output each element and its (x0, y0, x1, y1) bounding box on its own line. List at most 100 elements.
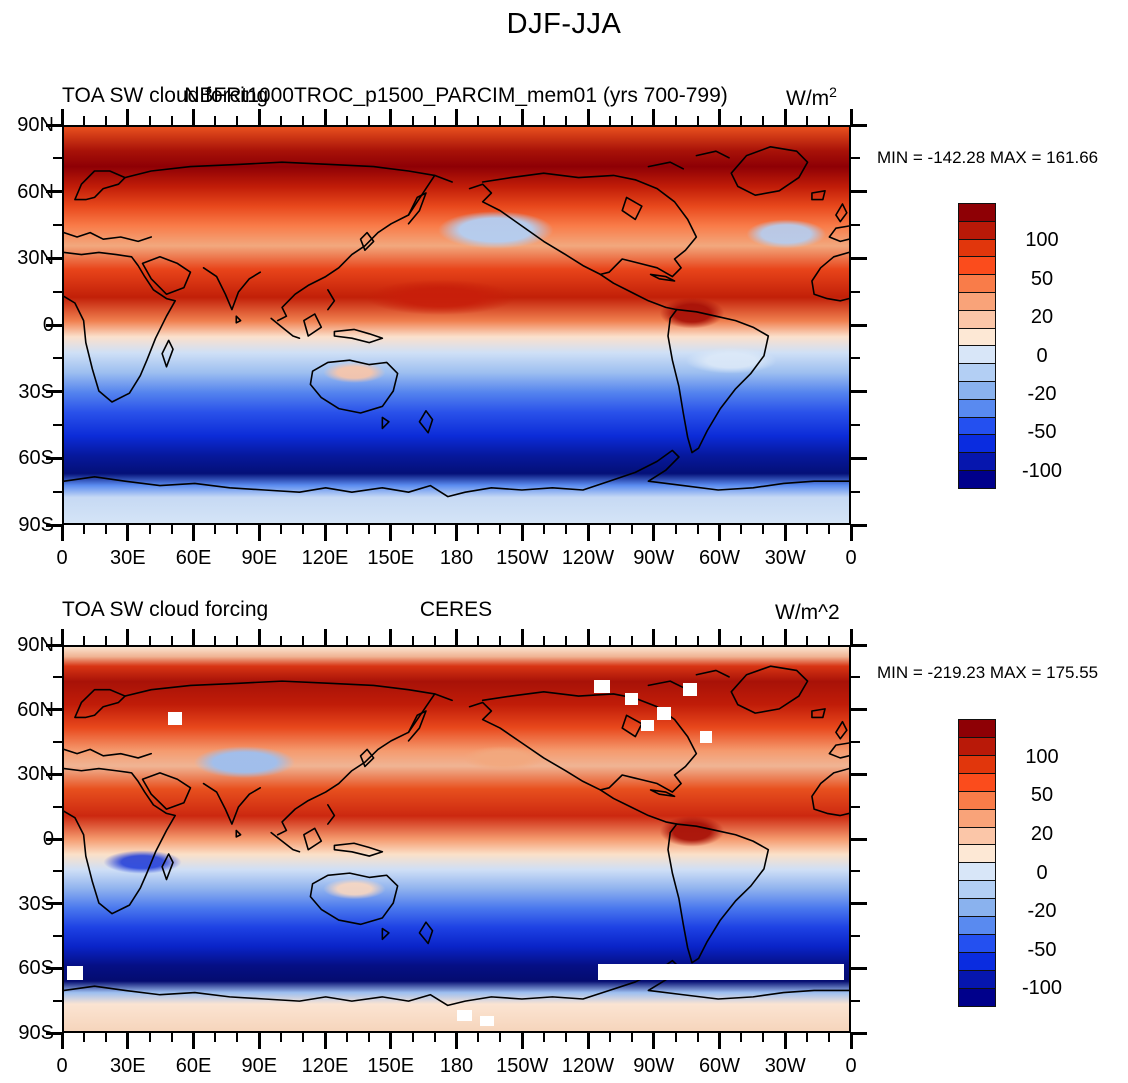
axis-tick-major (652, 525, 656, 541)
colorbar-tick-label: 50 (1030, 267, 1054, 290)
axis-tick-minor (806, 525, 809, 534)
axis-tick-minor (236, 116, 239, 125)
lat-tick-label: 0 (42, 314, 54, 336)
map-model (62, 125, 851, 525)
coastline-path (696, 151, 729, 158)
axis-tick-major (783, 1033, 787, 1049)
missing-data-patch (625, 693, 638, 706)
axis-tick-major (46, 390, 62, 394)
axis-tick-minor (565, 525, 568, 534)
figure-title: DJF-JJA (506, 8, 622, 40)
axis-tick-major (46, 643, 62, 647)
axis-tick-minor (608, 116, 611, 125)
colorbar-tick-label: -100 (1021, 459, 1063, 482)
axis-tick-minor (53, 870, 62, 873)
axis-tick-minor (214, 636, 217, 645)
axis-tick-minor (608, 525, 611, 534)
axis-tick-major (323, 525, 327, 541)
axis-tick-minor (104, 525, 107, 534)
missing-data-patch (593, 679, 610, 694)
axis-tick-minor (499, 116, 502, 125)
colorbar-segment (958, 934, 996, 954)
coastline-path (143, 257, 191, 294)
coastline-path (271, 833, 299, 852)
coastline-path (204, 268, 261, 310)
colorbar-tick-label: -50 (1027, 938, 1057, 961)
axis-tick-minor (806, 1033, 809, 1042)
coastline-path (651, 274, 675, 281)
missing-data-patch (682, 683, 697, 696)
coastline-path (310, 873, 397, 924)
lat-tick-label: 90S (18, 514, 54, 536)
axis-tick-major (849, 109, 853, 125)
axis-tick-minor (433, 116, 436, 125)
lon-tick-label: 150E (367, 547, 415, 569)
lat-tick-label: 30S (18, 380, 54, 403)
colorbar-tick-label: -50 (1027, 421, 1057, 444)
panel-title-variable: TOA SW cloud forcing (62, 84, 269, 107)
axis-tick-major (586, 525, 590, 541)
axis-tick-minor (433, 636, 436, 645)
missing-data-patch (167, 712, 182, 726)
axis-tick-major (389, 1033, 393, 1049)
coastline-path (304, 314, 321, 336)
colorbar-segment (958, 274, 996, 294)
lon-tick-label: 60E (175, 547, 212, 569)
axis-tick-minor (499, 525, 502, 534)
axis-tick-minor (828, 1033, 831, 1042)
axis-tick-minor (236, 525, 239, 534)
axis-tick-minor (674, 525, 677, 534)
lon-tick-label: 0 (845, 1055, 857, 1077)
colorbar-segment (958, 969, 996, 990)
lon-tick-label: 120E (301, 547, 349, 569)
axis-tick-minor (170, 116, 173, 125)
colorbar-tick-label: 100 (1025, 745, 1059, 768)
lon-tick-label: 0 (56, 547, 68, 569)
axis-tick-minor (477, 636, 480, 645)
axis-tick-minor (236, 636, 239, 645)
axis-tick-major (851, 772, 867, 776)
axis-tick-major (718, 525, 721, 541)
axis-tick-major (46, 966, 62, 970)
coastline-path (409, 193, 426, 224)
lon-tick-label: 90E (241, 547, 278, 569)
lat-tick-label: 60S (18, 957, 54, 980)
axis-tick-major (851, 643, 867, 647)
coastline-path (470, 702, 677, 824)
coastline-path (310, 360, 397, 413)
lat-tick-label: 90N (17, 114, 54, 136)
axis-tick-major (323, 629, 327, 645)
lat-tick-label: 0 (42, 828, 54, 850)
axis-tick-minor (565, 116, 568, 125)
lon-tick-label: 150E (367, 1055, 415, 1077)
lon-tick-label: 120E (301, 1055, 349, 1077)
colorbar-tick-label: 0 (1036, 344, 1048, 367)
lon-tick-label: 90W (633, 547, 675, 569)
coastline-path (648, 681, 683, 687)
coastline-path (731, 666, 807, 713)
lat-tick-label: 60N (17, 180, 54, 203)
axis-tick-major (586, 109, 590, 125)
axis-tick-major (46, 523, 62, 527)
lon-tick-label: 30E (109, 1055, 146, 1077)
axis-tick-major (389, 109, 393, 125)
lon-tick-label: 180 (439, 547, 474, 569)
axis-tick-minor (499, 1033, 502, 1042)
axis-tick-minor (367, 1033, 370, 1042)
colorbar-segment (958, 469, 996, 490)
coastline-path (125, 681, 452, 700)
axis-tick-major (520, 629, 524, 645)
axis-tick-minor (828, 525, 831, 534)
axis-tick-minor (214, 525, 217, 534)
axis-tick-minor (674, 116, 677, 125)
axis-tick-major (851, 837, 867, 841)
axis-tick-major (257, 1033, 261, 1049)
axis-tick-major (126, 109, 130, 125)
axis-tick-major (851, 456, 867, 460)
coastline-path (64, 769, 175, 914)
axis-tick-major (851, 708, 867, 712)
colorbar-tick-label: -20 (1027, 382, 1057, 405)
colorbar-segment (958, 862, 996, 882)
axis-tick-minor (53, 224, 62, 226)
